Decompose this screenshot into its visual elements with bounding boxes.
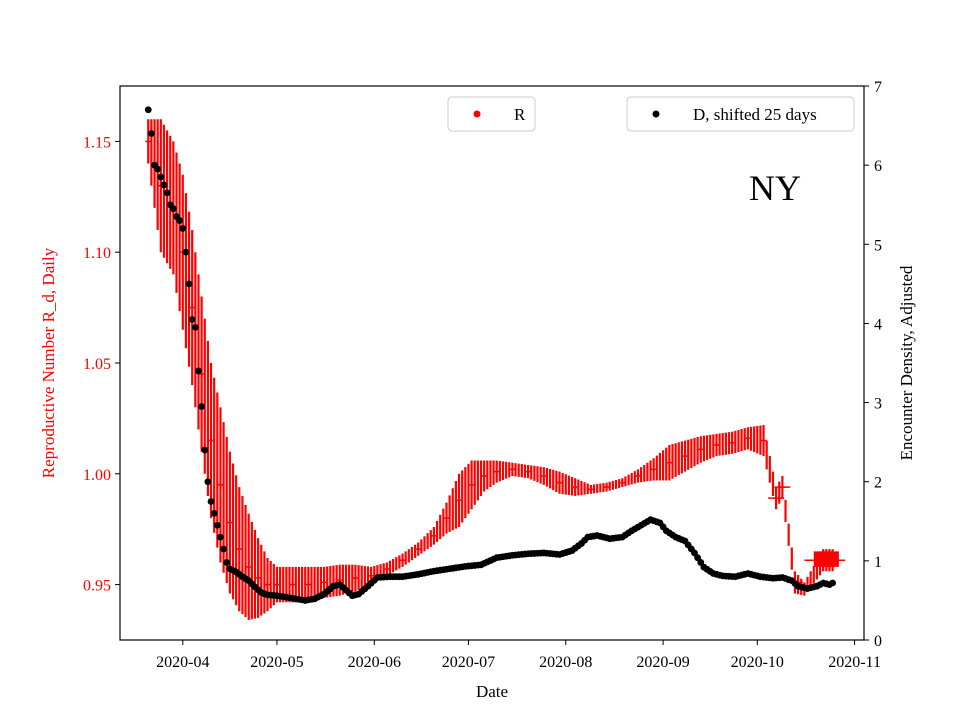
d-point: [144, 106, 152, 114]
x-tick-label: 2020-05: [250, 654, 303, 671]
r-point: [415, 542, 422, 556]
r-point: [713, 433, 720, 457]
d-point: [163, 189, 171, 197]
d-point: [169, 205, 177, 213]
r-point: [603, 482, 610, 492]
r-point: [587, 484, 594, 494]
r-point: [540, 467, 547, 485]
r-point: [468, 460, 475, 510]
d-point: [217, 533, 224, 541]
r-point: [481, 460, 488, 492]
d-point: [147, 130, 155, 137]
r-point: [525, 464, 532, 479]
r-point: [634, 469, 641, 483]
r-late-block: [813, 551, 839, 567]
d-point: [829, 579, 837, 587]
d-point: [191, 323, 199, 331]
left-y-axis: 0.95 1.00 1.05 1.10 1.15: [83, 134, 120, 595]
r-point: [399, 553, 406, 567]
r-point: [572, 478, 579, 496]
y-left-tick-label: 1.05: [83, 356, 111, 373]
d-point: [207, 498, 215, 505]
d-point: [160, 181, 168, 189]
y-right-tick-label: 5: [874, 237, 882, 254]
r-point: [509, 462, 516, 477]
d-point: [213, 521, 221, 529]
d-point: [220, 545, 227, 553]
r-point: [245, 513, 252, 621]
legend-r: R: [447, 96, 536, 132]
plot-marks: [144, 106, 846, 621]
x-axis: 2020-04 2020-05 2020-06 2020-07 2020-08 2020-…: [156, 640, 881, 671]
right-y-axis: 0 1 2 3 4 5 6 7: [864, 79, 882, 650]
r-point: [443, 502, 450, 534]
d-point: [198, 403, 206, 410]
r-point: [682, 440, 689, 472]
d-point: [185, 280, 193, 288]
y-left-tick-label: 1.00: [83, 467, 111, 484]
r-point: [305, 566, 312, 603]
r-point: [189, 230, 196, 386]
legend-d-label: D, shifted 25 days: [693, 105, 817, 124]
y-right-tick-label: 1: [874, 554, 882, 571]
x-tick-label: 2020-10: [731, 654, 784, 671]
legend-r-box: [447, 96, 536, 132]
y-left-tick-label: 1.15: [83, 134, 111, 151]
d-point: [201, 446, 209, 454]
legend-d: D, shifted 25 days: [626, 96, 855, 132]
x-tick-label: 2020-07: [442, 654, 495, 671]
d-point: [188, 316, 196, 323]
legend-r-label: R: [514, 105, 526, 124]
r-point: [493, 460, 500, 483]
r-point: [760, 425, 767, 457]
r-point: [650, 458, 657, 481]
d-point: [210, 509, 218, 517]
d-point: [157, 173, 165, 181]
r-point: [729, 431, 736, 454]
r-point: [556, 471, 563, 494]
x-tick-label: 2020-09: [636, 654, 689, 671]
r-point: [208, 363, 215, 519]
r-point: [352, 564, 359, 592]
y-right-tick-label: 2: [874, 475, 882, 492]
r-point: [456, 473, 463, 527]
r-point: [336, 564, 343, 596]
d-point: [182, 248, 190, 256]
left-y-axis-label: Reproductive Number R_d, Daily: [39, 247, 58, 478]
x-tick-label: 2020-06: [348, 654, 401, 671]
r-point: [697, 436, 704, 463]
legend-d-marker: [652, 110, 660, 118]
legend-r-marker: [473, 110, 481, 118]
r-point: [255, 538, 262, 618]
x-tick-label: 2020-11: [828, 654, 881, 671]
y-right-tick-label: 0: [874, 633, 882, 650]
d-point: [176, 217, 184, 224]
right-y-axis-label: Encounter Density, Adjusted: [897, 265, 916, 460]
d-point: [195, 367, 202, 375]
r-point: [744, 427, 751, 450]
x-tick-label: 2020-08: [539, 654, 592, 671]
r-point: [145, 119, 152, 164]
x-axis-label: Date: [476, 682, 508, 701]
r-point: [666, 444, 673, 481]
x-tick-label: 2020-04: [156, 654, 209, 671]
state-annotation: NY: [749, 168, 801, 208]
y-right-tick-label: 3: [874, 396, 882, 413]
r-point: [236, 487, 243, 612]
d-point: [204, 478, 212, 486]
y-right-tick-label: 4: [874, 316, 882, 333]
r-point: [430, 526, 437, 545]
legend-d-box: [626, 96, 855, 132]
y-left-tick-label: 0.95: [83, 578, 111, 595]
y-right-tick-label: 6: [874, 158, 882, 175]
r-point: [619, 478, 626, 488]
d-point: [223, 559, 231, 566]
y-left-tick-label: 1.10: [83, 245, 111, 262]
d-point: [179, 225, 187, 232]
d-point: [154, 165, 162, 173]
y-right-tick-label: 7: [874, 79, 882, 96]
r-point: [264, 558, 271, 612]
